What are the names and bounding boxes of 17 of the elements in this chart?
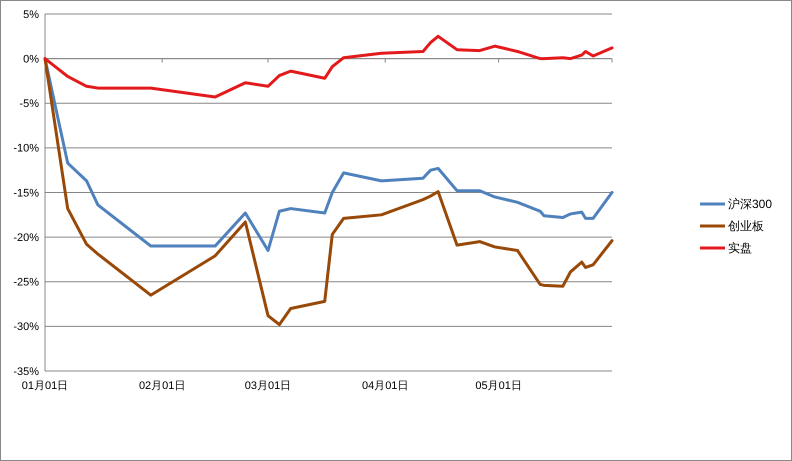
y-tick-label: 0% (23, 53, 40, 66)
legend-label: 实盘 (728, 241, 752, 256)
y-tick-label: 5% (23, 8, 40, 21)
x-tick-label: 05月01日 (475, 380, 522, 392)
y-tick-label: -15% (13, 187, 40, 200)
legend-label: 沪深300 (728, 197, 772, 212)
y-tick-label: -25% (13, 276, 40, 289)
x-tick-label: 02月01日 (138, 380, 186, 392)
y-tick-label: -30% (13, 321, 40, 334)
y-tick-label: -20% (13, 232, 40, 244)
x-tick-label: 03月01日 (244, 380, 292, 392)
legend-label: 创业板 (728, 219, 764, 234)
y-tick-label: -35% (13, 366, 40, 378)
x-tick-label: 01月01日 (22, 380, 68, 392)
y-tick-label: -5% (19, 98, 40, 110)
y-tick-label: -10% (13, 142, 40, 155)
x-tick-label: 04月01日 (362, 380, 408, 392)
